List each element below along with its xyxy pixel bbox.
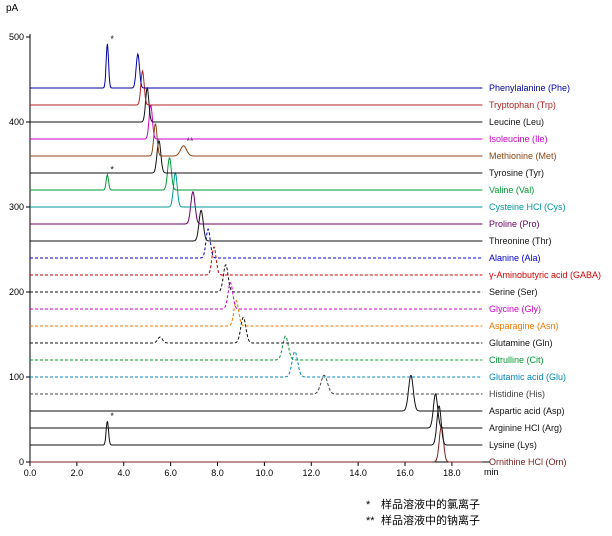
y-axis-unit-label: pA <box>6 3 19 14</box>
trace-trp <box>30 69 483 106</box>
series-label-arg: Arginine HCl (Arg) <box>489 423 562 433</box>
trace-gln <box>30 316 483 344</box>
series-label-gln: Glutamine (Gln) <box>489 338 553 348</box>
trace-orn <box>30 426 483 463</box>
trace-cys <box>30 171 483 208</box>
x-tick-label: 4.0 <box>118 468 131 478</box>
series-label-tyr: Tyrosine (Tyr) <box>489 168 544 178</box>
series-label-gaba: γ-Aminobutyric acid (GABA) <box>489 270 601 280</box>
x-tick-label: 12.0 <box>303 468 321 478</box>
series-label-gly: Glycine (Gly) <box>489 304 541 314</box>
series-label-trp: Tryptophan (Trp) <box>489 100 556 110</box>
y-tick-label: 200 <box>9 287 24 297</box>
x-tick-label: 16.0 <box>396 468 414 478</box>
x-axis-unit-label: min <box>484 467 499 477</box>
series-label-lys: Lysine (Lys) <box>489 440 537 450</box>
trace-ile <box>30 104 483 140</box>
series-label-asn: Asparagine (Asn) <box>489 321 559 331</box>
series-label-pro: Proline (Pro) <box>489 219 540 229</box>
footnote-chloride-text: 样品溶液中的氯离子 <box>381 499 480 511</box>
series-label-phe: Phenylalanine (Phe) <box>489 83 570 93</box>
trace-pro <box>30 191 483 225</box>
footnotes: * 样品溶液中的氯离子 ** 样品溶液中的钠离子 <box>366 497 480 529</box>
trace-tyr <box>30 139 483 174</box>
footnote-sodium-text: 样品溶液中的钠离子 <box>381 515 480 527</box>
y-tick-label: 400 <box>9 117 24 127</box>
asterisk-symbol: * <box>366 499 371 511</box>
peak-marker: * <box>110 411 114 421</box>
series-label-val: Valine (Val) <box>489 185 534 195</box>
trace-ser <box>30 264 483 293</box>
y-tick-label: 500 <box>9 32 24 42</box>
x-tick-label: 0.0 <box>24 468 37 478</box>
trace-asn <box>30 299 483 327</box>
y-tick-label: 0 <box>19 457 24 467</box>
x-tick-label: 14.0 <box>349 468 367 478</box>
x-tick-label: 10.0 <box>256 468 274 478</box>
x-tick-label: 2.0 <box>71 468 84 478</box>
peak-marker: * <box>110 34 114 44</box>
series-label-ser: Serine (Ser) <box>489 287 538 297</box>
trace-gly <box>30 282 483 310</box>
peak-marker: * <box>110 165 114 175</box>
x-tick-label: 8.0 <box>211 468 224 478</box>
chromatogram-plot: 0 100 200 300 400 500 0.0 2.0 4.0 6.0 8.0 10.0 12.0 1… <box>9 32 601 478</box>
trace-met <box>30 123 483 157</box>
series-label-ile: Isoleucine (Ile) <box>489 134 548 144</box>
series-label-ala: Alanine (Ala) <box>489 253 541 263</box>
trace-asp <box>30 375 483 412</box>
double-asterisk-symbol: ** <box>366 515 375 527</box>
y-tick-label: 100 <box>9 372 24 382</box>
series-label-met: Methionine (Met) <box>489 151 557 161</box>
trace-glu <box>30 350 483 378</box>
trace-arg <box>30 393 483 429</box>
trace-lys <box>30 405 483 446</box>
series-label-asp: Aspartic acid (Asp) <box>489 406 565 416</box>
series-label-leu: Leucine (Leu) <box>489 117 544 127</box>
trace-val <box>30 157 483 191</box>
peak-marker: ** <box>187 136 195 146</box>
trace-gaba <box>30 246 483 276</box>
footnote-sodium: ** 样品溶液中的钠离子 <box>366 513 480 529</box>
series-label-cys: Cysteine HCl (Cys) <box>489 202 566 212</box>
trace-phe <box>30 43 483 89</box>
footnote-chloride: * 样品溶液中的氯离子 <box>366 497 480 513</box>
trace-ala <box>30 228 483 259</box>
trace-cit <box>30 335 483 361</box>
trace-thr <box>30 209 483 242</box>
trace-leu <box>30 86 483 123</box>
series-label-his: Histidine (His) <box>489 389 545 399</box>
series-label-orn: Ornithine HCl (Orn) <box>489 457 567 467</box>
trace-his <box>30 374 483 395</box>
series-label-cit: Citrulline (Cit) <box>489 355 544 365</box>
y-tick-label: 300 <box>9 202 24 212</box>
series-label-thr: Threonine (Thr) <box>489 236 552 246</box>
x-tick-label: 18.0 <box>443 468 461 478</box>
x-tick-label: 6.0 <box>164 468 177 478</box>
series-label-glu: Glutamic acid (Glu) <box>489 372 566 382</box>
